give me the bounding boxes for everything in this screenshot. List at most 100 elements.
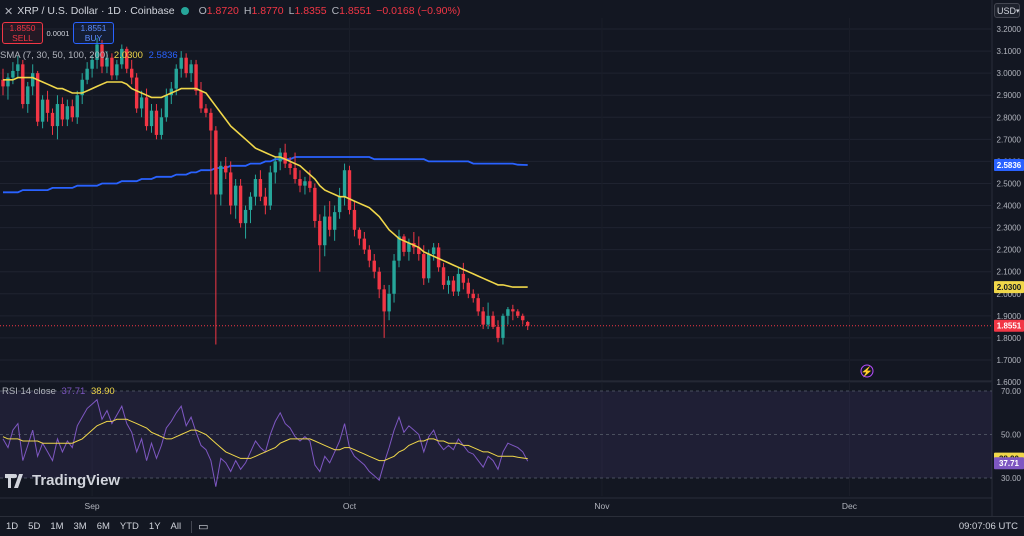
- candle-body: [357, 229, 362, 239]
- candle-body: [105, 57, 109, 67]
- range-button-5d[interactable]: 5D: [28, 521, 41, 532]
- sell-label: SELL: [12, 33, 33, 43]
- candle-body: [95, 44, 99, 60]
- last-price-axis-label-bg: [994, 319, 1024, 332]
- candle: [461, 262, 466, 290]
- price-chart[interactable]: 3.20003.10003.00002.90002.80002.70002.60…: [0, 0, 1024, 516]
- range-button-all[interactable]: All: [170, 521, 182, 532]
- candle-body: [431, 247, 436, 255]
- candle-body: [184, 57, 188, 74]
- sell-price: 1.8550: [9, 23, 36, 33]
- time-tick-label: Nov: [594, 501, 610, 511]
- candle: [382, 284, 386, 338]
- candle-body: [293, 168, 297, 180]
- candle-body: [318, 220, 322, 246]
- candle: [303, 176, 307, 195]
- rsi-legend[interactable]: RSI 14 close 37.71 38.90: [2, 386, 115, 397]
- candle-body: [427, 254, 431, 279]
- candle-body: [332, 212, 337, 230]
- candle: [139, 90, 144, 118]
- candle-body: [367, 249, 371, 261]
- range-button-1d[interactable]: 1D: [6, 521, 19, 532]
- spread-value: 0.0001: [46, 28, 70, 38]
- candle-body: [461, 273, 466, 283]
- candle: [45, 90, 50, 122]
- candle: [50, 108, 55, 135]
- candle: [526, 320, 530, 331]
- candle-body: [50, 112, 55, 127]
- candle: [233, 179, 238, 219]
- tradingview-logo[interactable]: TradingView: [5, 472, 120, 489]
- candle-body: [268, 172, 272, 206]
- candle: [347, 165, 352, 215]
- candle-body: [199, 90, 203, 109]
- candle-body: [100, 44, 104, 67]
- candle: [491, 311, 495, 330]
- range-button-ytd[interactable]: YTD: [119, 521, 139, 532]
- buy-button[interactable]: 1.8551 BUY: [73, 22, 114, 44]
- sma-long-axis-label: 2.5836: [997, 161, 1022, 170]
- candle-body: [6, 77, 10, 87]
- range-button-1y[interactable]: 1Y: [148, 521, 161, 532]
- candle-body: [130, 68, 134, 78]
- candle: [238, 179, 243, 228]
- clock-time[interactable]: 09:07:06 UTC: [958, 521, 1018, 532]
- candle-body: [26, 86, 30, 105]
- candle-body: [40, 99, 45, 122]
- price-tick-label: 1.9000: [997, 312, 1022, 321]
- sma-long-axis-label-bg: [994, 159, 1024, 172]
- candle: [273, 156, 277, 184]
- candle: [105, 51, 109, 74]
- candle-body: [75, 95, 79, 118]
- candle: [352, 201, 357, 237]
- candle-body: [125, 48, 129, 69]
- candle: [214, 126, 218, 345]
- candle: [159, 108, 164, 140]
- candle-body: [417, 247, 421, 255]
- sma-legend[interactable]: SMA (7, 30, 50, 100, 200) 2.0300 2.5836: [0, 50, 178, 61]
- candle: [11, 62, 15, 85]
- candle-body: [466, 282, 470, 294]
- chevron-down-icon: ▾: [1016, 7, 1020, 15]
- currency-selector[interactable]: USD ▾: [994, 3, 1020, 18]
- candle-body: [134, 77, 139, 109]
- candle-body: [204, 108, 208, 113]
- range-button-1m[interactable]: 1M: [50, 521, 64, 532]
- candle-body: [229, 172, 233, 206]
- candle-body: [441, 267, 446, 285]
- symbol-title[interactable]: XRP / U.S. Dollar · 1D · Coinbase: [17, 5, 175, 17]
- candle-body: [60, 104, 65, 120]
- candle: [283, 143, 287, 169]
- candle-body: [313, 187, 317, 221]
- range-button-3m[interactable]: 3M: [73, 521, 87, 532]
- candle-body: [273, 161, 277, 173]
- candle-body: [491, 315, 495, 327]
- candle-body: [377, 271, 381, 290]
- candle: [85, 62, 89, 85]
- rsi-axis-label: 37.71: [999, 459, 1020, 468]
- candle: [337, 187, 342, 219]
- candle: [466, 278, 470, 299]
- candle: [456, 267, 461, 296]
- date-range-icon[interactable]: ▭: [198, 521, 209, 533]
- collapse-icon[interactable]: ✕: [4, 5, 14, 18]
- candle-body: [174, 68, 178, 89]
- candle: [130, 59, 134, 85]
- candle-body: [35, 73, 40, 122]
- candle: [134, 73, 139, 113]
- candle-body: [169, 88, 173, 96]
- sell-button[interactable]: 1.8550 SELL: [2, 22, 43, 44]
- candle: [209, 108, 213, 195]
- candle: [189, 59, 193, 82]
- rsi-band: [0, 391, 992, 478]
- candle-body: [179, 57, 183, 69]
- rsi-ma-line: [2, 418, 528, 462]
- candle-body: [11, 70, 15, 78]
- candle: [436, 243, 441, 272]
- candle: [6, 73, 10, 100]
- candle: [313, 183, 317, 228]
- price-tick-label: 2.9000: [997, 91, 1022, 100]
- range-button-6m[interactable]: 6M: [96, 521, 110, 532]
- rsi-tick-label: 70.00: [1001, 387, 1022, 396]
